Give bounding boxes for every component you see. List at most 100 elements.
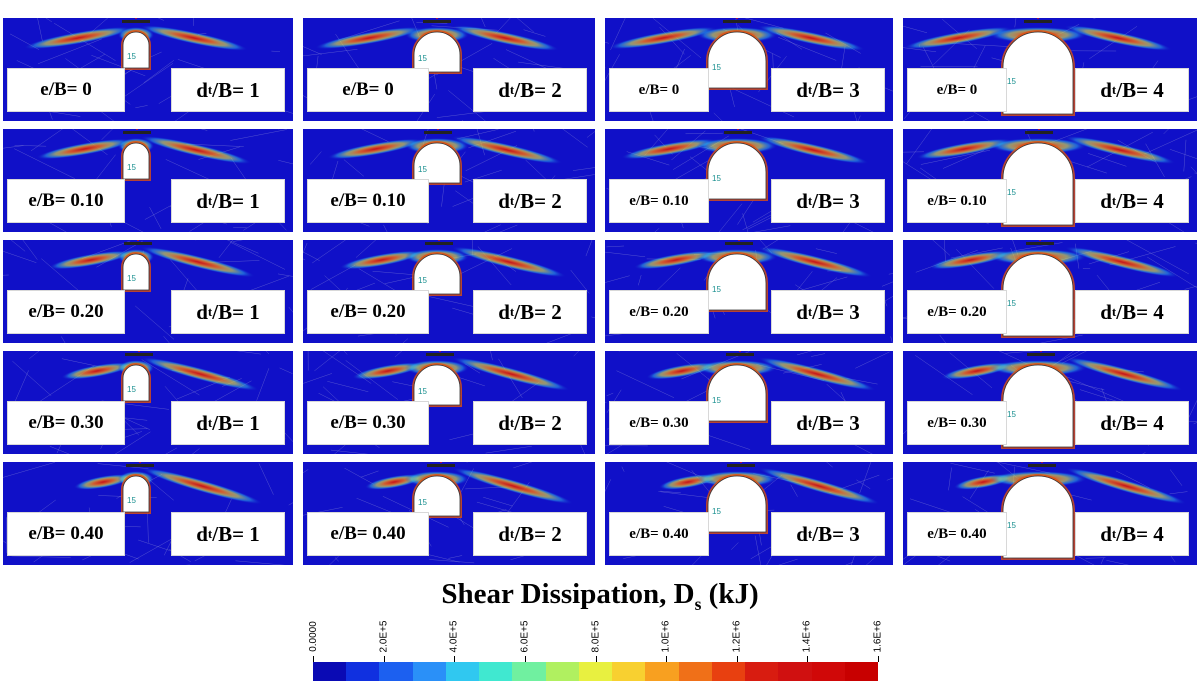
tunnel-number: 15 (712, 506, 721, 516)
shear-dissipation-field (303, 462, 574, 565)
depth-ratio-label: d t/B= 2 (473, 68, 587, 112)
colorbar-tick-label: 2.0E+5 (378, 620, 390, 653)
tunnel-opening (1002, 364, 1074, 448)
tunnel-number: 15 (418, 387, 427, 396)
colorbar-segment (578, 662, 613, 681)
tunnel-number: 15 (418, 498, 427, 507)
colorbar-tick-mark (596, 656, 597, 662)
eccentricity-label: e/B= 0.40 (907, 512, 1007, 556)
contour-panel: 15 e/B= 0 d t/B= 4 (903, 18, 1197, 121)
colorbar-tick-mark (525, 656, 526, 662)
tunnel-number: 15 (127, 495, 136, 505)
tunnel-opening (707, 475, 767, 533)
shear-dissipation-field (3, 240, 293, 343)
contour-panel: 15 e/B= 0 d t/B= 2 (303, 18, 595, 121)
colorbar-segment (612, 662, 646, 681)
tunnel-opening (707, 364, 767, 422)
depth-ratio-label: d t/B= 4 (1075, 512, 1189, 556)
contour-panel: 15 e/B= 0.20 d t/B= 2 (303, 240, 595, 343)
footing (723, 20, 751, 23)
colorbar-tick-label: 1.0E+6 (660, 620, 672, 653)
eccentricity-label: e/B= 0.20 (307, 290, 429, 334)
colorbar-tick-mark (384, 656, 385, 662)
colorbar-tick-mark (737, 656, 738, 662)
contour-panel: 15 e/B= 0.30 d t/B= 3 (605, 351, 893, 454)
shear-dissipation-field (605, 351, 890, 454)
footing (423, 20, 451, 23)
depth-ratio-label: d t/B= 1 (171, 68, 285, 112)
eccentricity-label: e/B= 0.40 (7, 512, 125, 556)
eccentricity-label: e/B= 0.10 (907, 179, 1007, 223)
depth-ratio-label: d t/B= 2 (473, 512, 587, 556)
eccentricity-label: e/B= 0.10 (7, 179, 125, 223)
depth-ratio-label: d t/B= 3 (771, 290, 885, 334)
shear-dissipation-field (903, 240, 1197, 343)
footing (1026, 242, 1054, 245)
colorbar-tick-mark (666, 656, 667, 662)
colorbar-tick-label: 1.6E+6 (872, 620, 884, 653)
tunnel-opening (122, 31, 150, 69)
tunnel-number: 15 (712, 62, 721, 72)
footing (425, 242, 453, 245)
tunnel-opening (413, 253, 461, 295)
footing (426, 353, 454, 356)
tunnel-opening (413, 31, 461, 73)
tunnel-number: 15 (1007, 77, 1016, 87)
shear-dissipation-field (606, 129, 881, 232)
colorbar-tick-label: 8.0E+5 (589, 620, 601, 653)
tunnel-opening (707, 142, 767, 200)
depth-ratio-label: d t/B= 1 (171, 512, 285, 556)
footing (725, 242, 753, 245)
colorbar-segment (711, 662, 746, 681)
tunnel-number: 15 (418, 54, 427, 63)
contour-panel: 15 e/B= 0 d t/B= 1 (3, 18, 293, 121)
contour-panel: 15 e/B= 0.30 d t/B= 2 (303, 351, 595, 454)
shear-dissipation-field (3, 462, 293, 565)
contour-panel: 15 e/B= 0.10 d t/B= 3 (605, 129, 893, 232)
tunnel-opening (1002, 253, 1074, 337)
footing (427, 464, 455, 467)
tunnel-number: 15 (1007, 521, 1016, 531)
tunnel-number: 15 (712, 173, 721, 183)
eccentricity-label: e/B= 0.40 (609, 512, 709, 556)
footing (724, 131, 752, 134)
depth-ratio-label: d t/B= 4 (1075, 179, 1189, 223)
tunnel-opening (122, 142, 150, 180)
colorbar-segment (745, 662, 779, 681)
eccentricity-label: e/B= 0.30 (307, 401, 429, 445)
tunnel-opening (413, 475, 461, 517)
depth-ratio-label: d t/B= 4 (1075, 290, 1189, 334)
tunnel-number: 15 (1007, 188, 1016, 198)
depth-ratio-label: d t/B= 1 (171, 290, 285, 334)
colorbar-segment (479, 662, 513, 681)
eccentricity-label: e/B= 0.20 (907, 290, 1007, 334)
tunnel-opening (413, 142, 461, 184)
tunnel-number: 15 (712, 395, 721, 405)
depth-ratio-label: d t/B= 3 (771, 68, 885, 112)
tunnel-opening (1002, 475, 1074, 559)
eccentricity-label: e/B= 0.20 (7, 290, 125, 334)
footing (124, 242, 152, 245)
eccentricity-label: e/B= 0.10 (307, 179, 429, 223)
tunnel-number: 15 (127, 273, 136, 283)
eccentricity-label: e/B= 0.20 (609, 290, 709, 334)
depth-ratio-label: d t/B= 4 (1075, 68, 1189, 112)
contour-panel: 15 e/B= 0.10 d t/B= 1 (3, 129, 293, 232)
tunnel-number: 15 (418, 276, 427, 285)
depth-ratio-label: d t/B= 2 (473, 179, 587, 223)
contour-panel: 15 e/B= 0.10 d t/B= 4 (903, 129, 1197, 232)
colorbar-tick-mark (313, 656, 314, 662)
contour-panel: 15 e/B= 0.30 d t/B= 4 (903, 351, 1197, 454)
colorbar-segment (545, 662, 579, 681)
contour-panel: 15 e/B= 0.10 d t/B= 2 (303, 129, 595, 232)
eccentricity-label: e/B= 0.30 (609, 401, 709, 445)
colorbar-tick-mark (807, 656, 808, 662)
tunnel-number: 15 (1007, 410, 1016, 420)
contour-panel: 15 e/B= 0.20 d t/B= 4 (903, 240, 1197, 343)
eccentricity-label: e/B= 0.10 (609, 179, 709, 223)
colorbar-segment (844, 662, 878, 681)
colorbar-tick-label: 1.4E+6 (801, 620, 813, 653)
tunnel-number: 15 (127, 51, 136, 61)
colorbar-tick-label: 0.0000 (307, 621, 319, 652)
